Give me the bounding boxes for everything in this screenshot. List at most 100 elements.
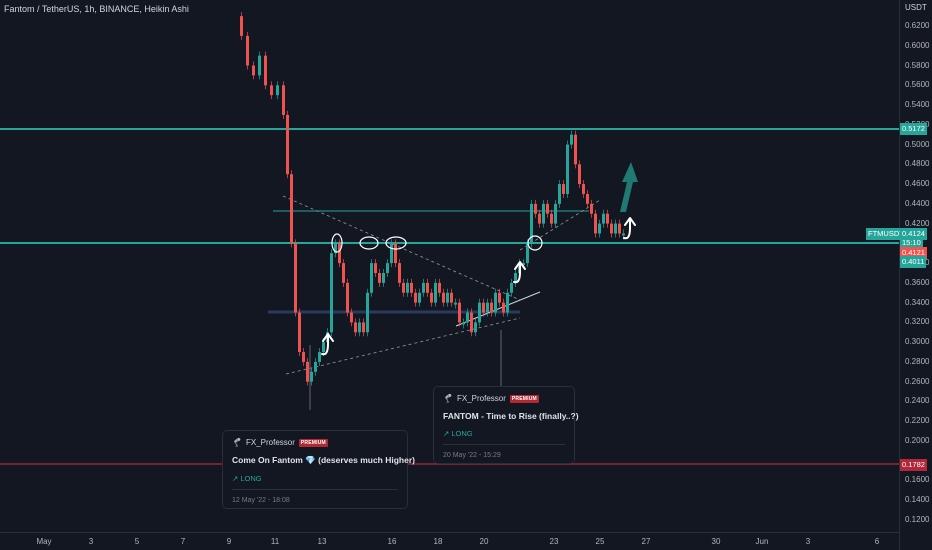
candle [450, 292, 453, 303]
candle [530, 203, 533, 244]
candle [510, 282, 513, 293]
candle [270, 85, 273, 96]
candle-series [240, 12, 625, 386]
candle [306, 361, 309, 382]
candle [240, 16, 243, 36]
candle [598, 223, 601, 234]
countdown-badge: 15:10 [900, 237, 923, 249]
time-tick-label: 7 [180, 537, 186, 546]
candle [346, 282, 349, 313]
price-tick-label: 0.2200 [905, 416, 930, 426]
bounce-arrow-icon[interactable] [321, 333, 334, 356]
price-tick-label: 0.4600 [905, 179, 930, 189]
candle [374, 263, 377, 273]
time-tick-label: 18 [433, 537, 443, 546]
candle [406, 282, 409, 293]
time-tick-label: 16 [387, 537, 397, 546]
candle [606, 213, 609, 224]
bounce-arrow-icon[interactable] [623, 217, 636, 240]
price-scale-unit: USDT [905, 3, 927, 12]
candle [458, 302, 461, 323]
candle [486, 302, 489, 313]
candle [566, 144, 569, 194]
idea-card-2[interactable]: 🦿 FX_Professor PREMIUM FANTOM - Time to … [433, 386, 579, 464]
price-tick-label: 0.2800 [905, 356, 930, 366]
candle [358, 322, 361, 333]
candle [442, 292, 445, 303]
candle [342, 263, 345, 283]
candle [610, 223, 613, 234]
candle [394, 243, 397, 264]
candle [462, 322, 465, 325]
candle [286, 114, 289, 175]
price-tick-label: 0.6200 [905, 21, 930, 30]
price-tick-label: 0.2000 [905, 435, 930, 445]
candle [554, 203, 557, 224]
candle [290, 174, 293, 244]
candle [414, 292, 417, 303]
idea-direction: ↗ LONG [232, 474, 262, 483]
idea-card-1[interactable]: 🦿 FX_Professor PREMIUM Come On Fantom 💎 … [222, 430, 415, 509]
idea-author[interactable]: FX_Professor [456, 394, 506, 403]
divider [443, 444, 565, 445]
author-icon: 🦿 [443, 394, 453, 403]
candle [422, 282, 425, 293]
author-icon: 🦿 [232, 438, 242, 447]
idea-date: 12 May '22 - 18:08 [232, 497, 290, 504]
price-tick-label: 0.1600 [905, 475, 930, 485]
idea-author[interactable]: FX_Professor [245, 438, 295, 447]
upper-level-badge: 0.5172 [900, 123, 927, 135]
candle [398, 263, 401, 283]
time-tick-label: Jun [755, 537, 769, 546]
descending-trendline[interactable] [282, 195, 521, 301]
time-tick-label: 30 [711, 537, 721, 546]
highlight-ellipse[interactable] [359, 236, 379, 250]
candle [602, 213, 605, 224]
price-tick-label: 0.4800 [905, 159, 930, 169]
candle [590, 203, 593, 214]
support-level-badge: 0.1782 [900, 459, 927, 471]
price-tick-label: 0.4200 [905, 218, 930, 228]
candle [322, 342, 325, 353]
highlight-ellipse[interactable] [527, 235, 543, 251]
candle [614, 223, 617, 234]
candle [366, 292, 369, 333]
price-tick-label: 0.3200 [905, 317, 930, 327]
candle [582, 184, 585, 194]
candle [454, 302, 457, 305]
candle [534, 203, 537, 214]
candle [246, 35, 249, 66]
candle [526, 243, 529, 264]
target-arrow-icon[interactable] [620, 162, 638, 212]
premium-badge: PREMIUM [298, 438, 328, 447]
highlight-ellipse[interactable] [385, 236, 407, 250]
candle [390, 243, 393, 264]
idea-title[interactable]: Come On Fantom 💎 (deserves much Higher) [232, 455, 415, 465]
candle [506, 292, 509, 313]
time-tick-label: 6 [874, 537, 880, 546]
ascending-trendline[interactable] [285, 317, 521, 375]
time-scale[interactable] [0, 532, 899, 550]
candle [310, 371, 313, 382]
candle [354, 322, 357, 333]
candle [264, 55, 267, 86]
candle [418, 292, 421, 303]
bounce-arrow-icon[interactable] [513, 261, 526, 284]
symbol-title[interactable]: Fantom / TetherUS, 1h, BINANCE, Heikin A… [4, 4, 189, 14]
price-tick-label: 0.5000 [905, 139, 930, 149]
candle [490, 302, 493, 313]
chart-pane[interactable] [0, 0, 899, 532]
candle [276, 85, 279, 96]
idea-title[interactable]: FANTOM - Time to Rise (finally..?) [443, 411, 579, 421]
candle [386, 263, 389, 273]
retest-trendline[interactable] [519, 199, 601, 251]
divider [232, 489, 398, 490]
highlight-ellipse[interactable] [331, 233, 343, 253]
candle [378, 273, 381, 283]
candle [570, 134, 573, 145]
price-scale[interactable] [899, 0, 932, 550]
candle [502, 302, 505, 313]
price-tick-label: 0.5600 [905, 80, 930, 90]
candle [594, 213, 597, 234]
candle [438, 282, 441, 293]
